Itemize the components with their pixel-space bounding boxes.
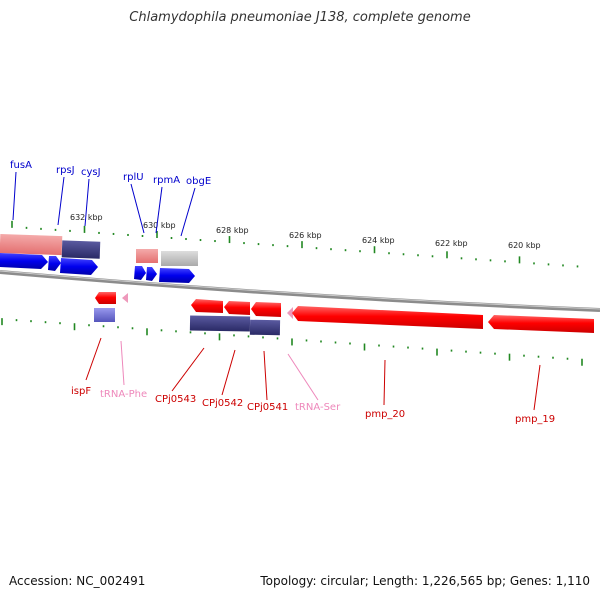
genome-backbone-highlight [0, 270, 600, 310]
rpsJ-gene[interactable] [61, 240, 101, 259]
forward-gene-arrow[interactable] [0, 253, 48, 269]
pmp_20-gene[interactable] [292, 306, 483, 329]
rplU-label[interactable]: rplU [123, 172, 144, 183]
rpsJ-leader [57, 176, 65, 226]
fusA-gene[interactable] [0, 233, 63, 256]
ispF-block[interactable] [94, 308, 115, 322]
obgE-gene[interactable] [161, 251, 198, 266]
rpmA-label[interactable]: rpmA [153, 175, 180, 186]
scale-label: 622 kbp [435, 239, 468, 248]
scale-label: 630 kbp [143, 221, 176, 230]
scale-ticks-top [11, 220, 579, 268]
tRNA-Ser-label[interactable]: tRNA-Ser [295, 402, 341, 413]
forward-gene-arrow[interactable] [146, 267, 157, 281]
forward-gene-arrow[interactable] [60, 258, 98, 275]
cysJ-leader [84, 178, 90, 227]
CPj0541-label[interactable]: CPj0541 [247, 402, 288, 413]
rpmA-leader [155, 186, 163, 234]
scale-labels: 632 kbp 630 kbp 628 kbp 626 kbp 624 kbp 622 k… [70, 213, 541, 250]
bottom-label-leaders: ispF tRNA-Phe CPj0543 CPj0542 CPj0541 tRNA-Se… [71, 337, 555, 425]
tRNA-Phe-gene[interactable] [122, 293, 128, 303]
scale-label: 620 kbp [508, 241, 541, 250]
CPj0541-leader [263, 350, 268, 401]
fusA-label[interactable]: fusA [10, 160, 32, 171]
genome-backbone [0, 270, 600, 312]
ispF-label[interactable]: ispF [71, 386, 91, 397]
CPj0543-gene[interactable] [191, 299, 223, 313]
CPj0543-label[interactable]: CPj0543 [155, 394, 196, 405]
rplU-leader [130, 183, 145, 234]
forward-gene-arrow[interactable] [159, 268, 195, 283]
tRNA-Phe-leader [120, 340, 125, 386]
tRNA-Phe-label[interactable]: tRNA-Phe [100, 389, 147, 400]
CPj0543-leader [171, 347, 205, 392]
CPj0542-leader [221, 349, 236, 396]
CPj0543-block[interactable] [189, 315, 251, 332]
page-title: Chlamydophila pneumoniae J138, complete … [129, 10, 471, 25]
CPj0542-label[interactable]: CPj0542 [202, 398, 243, 409]
top-label-leaders: fusA rpsJ cysJ rplU rpmA obgE [10, 160, 211, 237]
forward-gene-arrow[interactable] [134, 266, 146, 280]
obgE-label[interactable]: obgE [186, 176, 211, 187]
scale-label: 624 kbp [362, 236, 395, 245]
pmp_19-leader [533, 364, 541, 411]
accession-label: Accession: NC_002491 [9, 574, 146, 588]
ispF-leader [85, 337, 102, 381]
ispF-gene[interactable] [95, 292, 116, 304]
fusA-leader [12, 171, 17, 221]
CPj0542-gene[interactable] [224, 301, 250, 315]
scale-ticks-bottom [1, 318, 583, 366]
obgE-leader [180, 187, 196, 237]
CPj0541-block[interactable] [249, 319, 281, 336]
tRNA-Ser-leader [287, 353, 319, 401]
rpsJ-label[interactable]: rpsJ [56, 165, 75, 176]
cysJ-label[interactable]: cysJ [81, 167, 101, 178]
CPj0541-gene[interactable] [251, 302, 281, 317]
tRNA-Ser-gene[interactable] [287, 307, 293, 319]
pmp_20-leader [383, 359, 386, 406]
rplU-gene[interactable] [136, 249, 158, 263]
pmp_19-gene[interactable] [488, 315, 594, 333]
forward-gene-arrow[interactable] [48, 256, 61, 271]
pmp_20-label[interactable]: pmp_20 [365, 409, 405, 420]
scale-label: 626 kbp [289, 231, 322, 240]
topology-label: Topology: circular; Length: 1,226,565 bp… [260, 574, 590, 588]
scale-label: 632 kbp [70, 213, 103, 222]
scale-label: 628 kbp [216, 226, 249, 235]
pmp_19-label[interactable]: pmp_19 [515, 414, 555, 425]
